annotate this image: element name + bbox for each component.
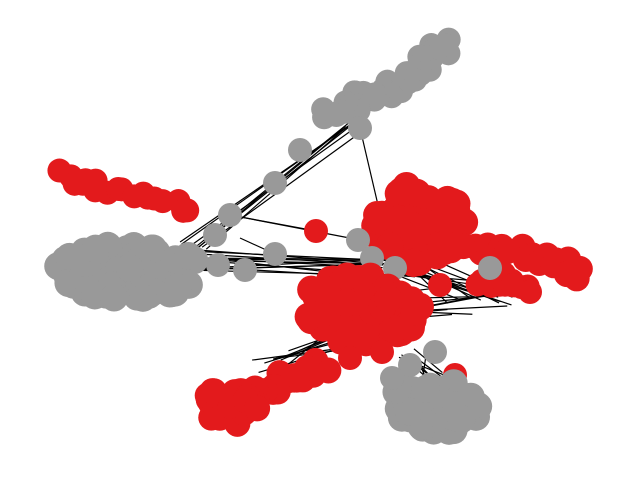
red-node [244, 395, 271, 422]
gray-node [100, 283, 129, 312]
gray-node [218, 203, 242, 227]
red-node [433, 185, 462, 214]
graph-edge [229, 214, 361, 241]
gray-node [394, 397, 423, 426]
red-node [518, 280, 542, 304]
red-node [563, 265, 590, 292]
red-node [312, 276, 341, 305]
red-node [364, 204, 393, 233]
graph-edge [252, 347, 343, 361]
gray-node [115, 253, 144, 282]
gray-node [423, 340, 447, 364]
gray-node [324, 102, 349, 127]
gray-node [81, 234, 110, 263]
gray-node [233, 258, 257, 282]
gray-node [163, 273, 192, 302]
gray-node [380, 366, 404, 390]
gray-node [348, 116, 372, 140]
red-node [332, 262, 361, 291]
gray-node [263, 171, 287, 195]
gray-node [398, 353, 422, 377]
red-node [308, 299, 337, 328]
red-node [405, 292, 434, 321]
gray-node [346, 228, 370, 252]
node-layer [44, 27, 593, 445]
red-node [304, 219, 328, 243]
red-node [370, 340, 394, 364]
gray-node [206, 253, 230, 277]
gray-node [263, 242, 287, 266]
gray-node [128, 283, 157, 312]
gray-node [203, 223, 227, 247]
red-node [374, 285, 403, 314]
graph-edge [359, 127, 379, 206]
red-node [175, 198, 200, 223]
gray-node [478, 256, 502, 280]
gray-node [447, 405, 476, 434]
red-node [199, 378, 226, 405]
red-node [338, 346, 362, 370]
red-node [428, 273, 452, 297]
red-node [390, 177, 419, 206]
gray-node [288, 138, 312, 162]
gray-node [411, 375, 440, 404]
gray-node [174, 241, 203, 270]
